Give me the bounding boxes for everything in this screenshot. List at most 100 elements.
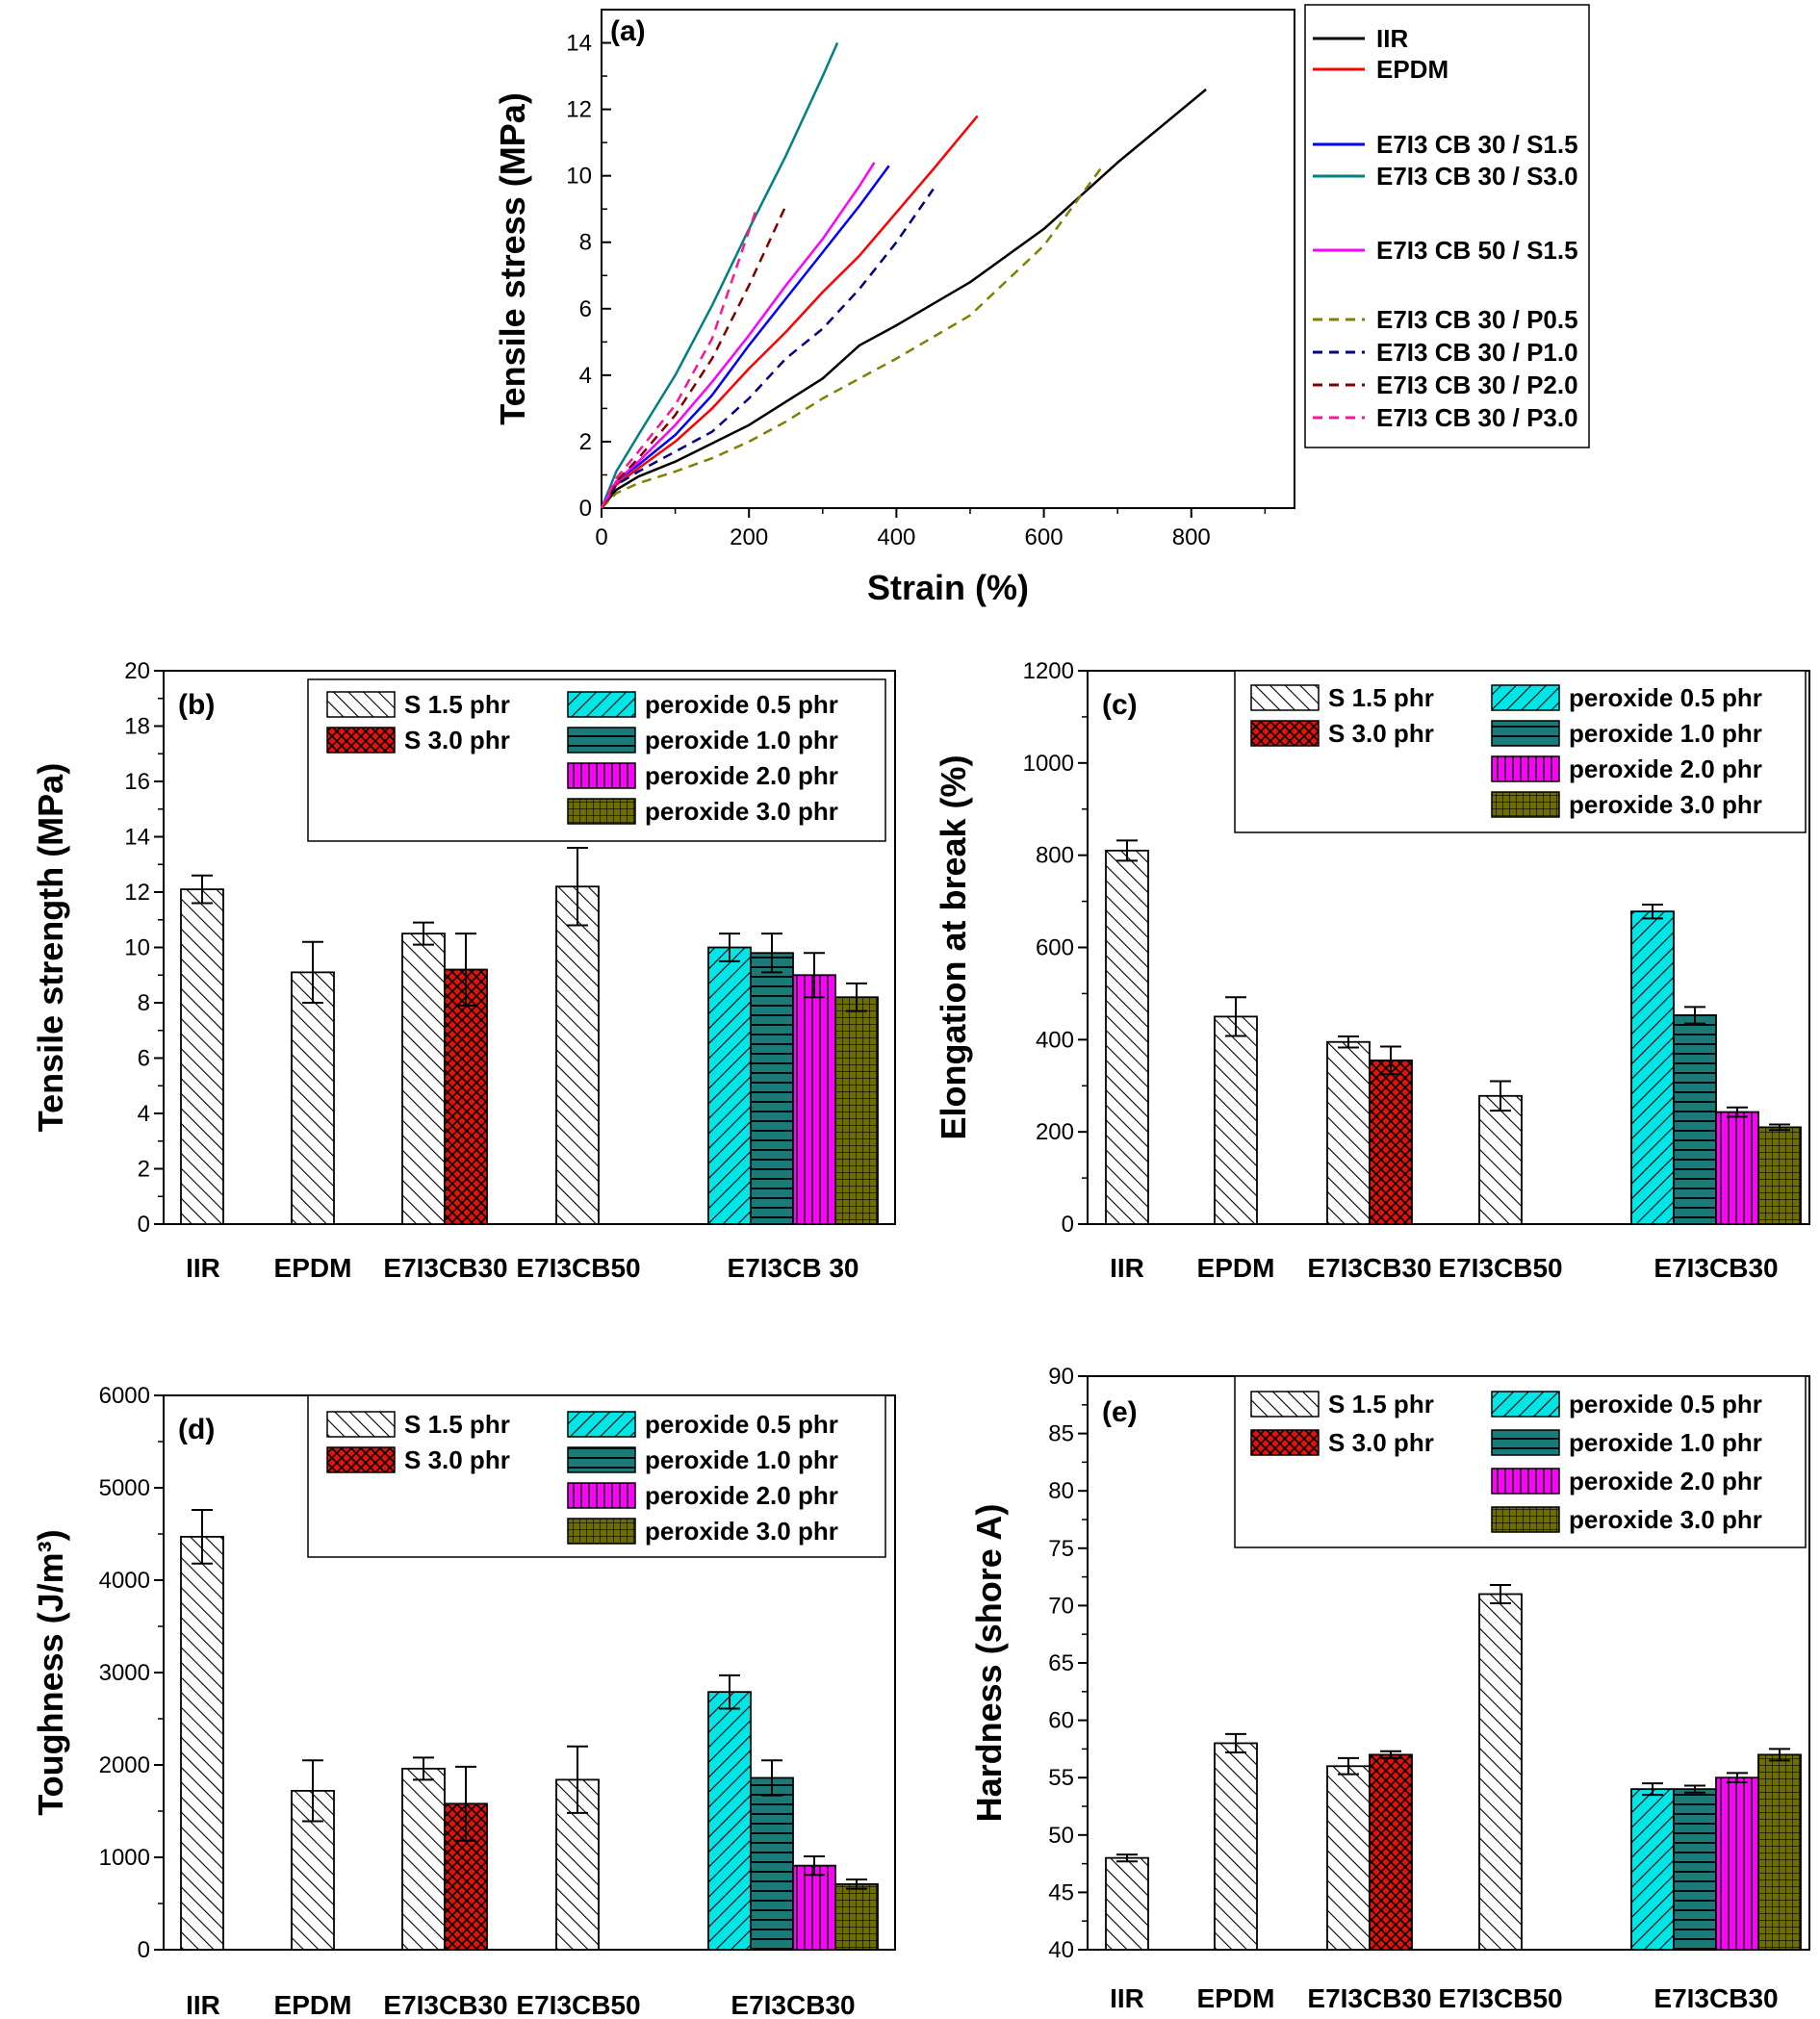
y-tick-label: 8 xyxy=(579,230,592,256)
bar-e7i3cb30-peroxide-2-0-phr xyxy=(1715,1776,1759,1951)
y-axis-label: Toughness (J/m³) xyxy=(31,1529,70,1815)
legend-label-epdm: EPDM xyxy=(1376,55,1448,84)
legend-swatch-s-1-5-phr xyxy=(1250,1391,1320,1418)
legend-label-peroxide-2-0-phr: peroxide 2.0 phr xyxy=(645,761,838,790)
y-tick-label: 85 xyxy=(1048,1421,1074,1447)
y-tick-label: 4000 xyxy=(99,1568,150,1594)
bar-e7i3cb-30-peroxide-3-0-phr xyxy=(834,996,879,1225)
legend-label-s-3-0-phr: S 3.0 phr xyxy=(1328,719,1434,748)
x-category-label: IIR xyxy=(1110,1983,1144,2013)
y-tick-label: 1200 xyxy=(1023,658,1074,684)
legend-swatch-peroxide-1-0-phr xyxy=(1491,720,1560,747)
x-category-label: IIR xyxy=(1110,1253,1144,1283)
y-tick-label: 6 xyxy=(138,1046,150,1072)
x-tick-label: 200 xyxy=(730,524,768,550)
legend-swatch-s-3-0-phr xyxy=(326,1446,396,1473)
bar-e7i3cb30-peroxide-2-0-phr xyxy=(792,1864,836,1951)
y-tick-label: 40 xyxy=(1048,1937,1074,1963)
legend-swatch-peroxide-3-0-phr xyxy=(1491,1506,1560,1533)
y-tick-label: 10 xyxy=(566,164,592,190)
legend-label-e7i3-cb-30-p3-0: E7I3 CB 30 / P3.0 xyxy=(1376,403,1578,432)
bar-e7i3cb30-peroxide-3-0-phr xyxy=(1757,1753,1802,1951)
legend-swatch-s-3-0-phr xyxy=(1250,720,1320,747)
y-tick-label: 1000 xyxy=(1023,751,1074,777)
y-tick-label: 20 xyxy=(124,658,150,684)
legend-swatch-peroxide-2-0-phr xyxy=(1491,1468,1560,1495)
bar-e7i3cb30-peroxide-2-0-phr xyxy=(1715,1111,1759,1225)
y-tick-label: 6 xyxy=(579,296,592,322)
series-line-e7i3-cb-30-s1-5 xyxy=(600,165,890,509)
bar-e7i3cb30-s-1-5-phr xyxy=(401,1767,446,1951)
y-tick-label: 12 xyxy=(124,880,150,906)
x-axis-label: Strain (%) xyxy=(867,568,1029,607)
legend-label-peroxide-3-0-phr: peroxide 3.0 phr xyxy=(1569,1505,1762,1534)
x-tick-label: 800 xyxy=(1172,524,1211,550)
x-tick-label: 0 xyxy=(595,524,607,550)
series-line-e7i3-cb-30-p0-5 xyxy=(601,165,1104,509)
legend-label-e7i3-cb-30-p0-5: E7I3 CB 30 / P0.5 xyxy=(1376,305,1578,334)
y-tick-label: 4 xyxy=(579,363,592,389)
x-category-label: E7I3CB30 xyxy=(383,1253,507,1283)
y-tick-label: 2 xyxy=(579,429,592,455)
legend-label-peroxide-1-0-phr: peroxide 1.0 phr xyxy=(1569,1428,1762,1457)
bar-e7i3cb30-s-1-5-phr xyxy=(401,933,446,1225)
panel-label: (e) xyxy=(1102,1396,1138,1428)
legend-label-s-1-5-phr: S 1.5 phr xyxy=(404,690,510,719)
legend-label-peroxide-0-5-phr: peroxide 0.5 phr xyxy=(645,690,838,719)
panel-e-hardness: 40 45 50 55 60 65 70 75 80 85 90 Hardness (shore A)… xyxy=(969,1364,1810,2013)
bar-e7i3cb30-s-1-5-phr xyxy=(1326,1765,1371,1951)
legend-swatch-peroxide-0-5-phr xyxy=(567,1411,636,1438)
legend-swatch-peroxide-2-0-phr xyxy=(1491,755,1560,782)
x-category-label: EPDM xyxy=(1197,1253,1275,1283)
y-tick-label: 70 xyxy=(1048,1593,1074,1619)
bar-iir-s-1-5-phr xyxy=(180,1535,224,1951)
x-category-label: E7I3CB50 xyxy=(516,1253,640,1283)
legend-label-peroxide-3-0-phr: peroxide 3.0 phr xyxy=(645,797,838,826)
y-tick-label: 0 xyxy=(1062,1212,1074,1238)
x-category-label: E7I3CB30 xyxy=(1653,1983,1778,2013)
x-category-label: E7I3CB30 xyxy=(1307,1983,1431,2013)
legend-swatch-peroxide-0-5-phr xyxy=(567,691,636,718)
legend-swatch-peroxide-0-5-phr xyxy=(1491,1391,1560,1418)
legend-swatch-s-1-5-phr xyxy=(326,1411,396,1438)
y-tick-label: 90 xyxy=(1048,1364,1074,1390)
bar-epdm-s-1-5-phr xyxy=(291,971,335,1225)
series-line-e7i3-cb-30-p1-0 xyxy=(600,188,935,509)
x-tick-label: 400 xyxy=(877,524,915,550)
bar-iir-s-1-5-phr xyxy=(1105,1856,1149,1951)
y-tick-label: 5000 xyxy=(99,1475,150,1501)
bar-e7i3cb30-peroxide-3-0-phr xyxy=(1757,1126,1802,1225)
series-line-iir xyxy=(601,88,1207,509)
legend-swatch-s-1-5-phr xyxy=(326,691,396,718)
y-tick-label: 45 xyxy=(1048,1879,1074,1905)
legend-label-peroxide-3-0-phr: peroxide 3.0 phr xyxy=(645,1517,838,1546)
y-tick-label: 14 xyxy=(566,31,592,57)
y-tick-label: 800 xyxy=(1036,843,1074,869)
x-category-label: E7I3CB30 xyxy=(1307,1253,1431,1283)
y-axis-label: Tensile strength (MPa) xyxy=(31,763,70,1132)
y-tick-label: 4 xyxy=(138,1101,150,1127)
legend-label-peroxide-0-5-phr: peroxide 0.5 phr xyxy=(645,1410,838,1439)
bar-iir-s-1-5-phr xyxy=(180,888,224,1225)
legend-swatch-s-1-5-phr xyxy=(1250,684,1320,711)
x-category-label: E7I3CB50 xyxy=(1438,1983,1562,2013)
legend-label-peroxide-1-0-phr: peroxide 1.0 phr xyxy=(1569,719,1762,748)
y-tick-label: 0 xyxy=(138,1212,150,1238)
y-axis-label: Elongation at break (%) xyxy=(934,754,973,1139)
legend-swatch-s-3-0-phr xyxy=(326,727,396,754)
y-tick-label: 2 xyxy=(138,1157,150,1183)
y-tick-label: 600 xyxy=(1036,935,1074,961)
bar-e7i3cb-30-peroxide-1-0-phr xyxy=(750,952,794,1225)
y-tick-label: 16 xyxy=(124,769,150,795)
legend-box xyxy=(1304,4,1590,448)
x-category-label: IIR xyxy=(186,1990,220,2019)
bar-e7i3cb30-peroxide-1-0-phr xyxy=(750,1776,794,1951)
legend-label-peroxide-2-0-phr: peroxide 2.0 phr xyxy=(1569,1467,1762,1495)
legend-label-peroxide-0-5-phr: peroxide 0.5 phr xyxy=(1569,1390,1762,1418)
x-category-label: E7I3CB 30 xyxy=(728,1253,859,1283)
legend-label-s-3-0-phr: S 3.0 phr xyxy=(1328,1428,1434,1457)
y-tick-label: 60 xyxy=(1048,1708,1074,1734)
y-tick-label: 0 xyxy=(138,1937,150,1963)
legend-swatch-peroxide-1-0-phr xyxy=(567,727,636,754)
